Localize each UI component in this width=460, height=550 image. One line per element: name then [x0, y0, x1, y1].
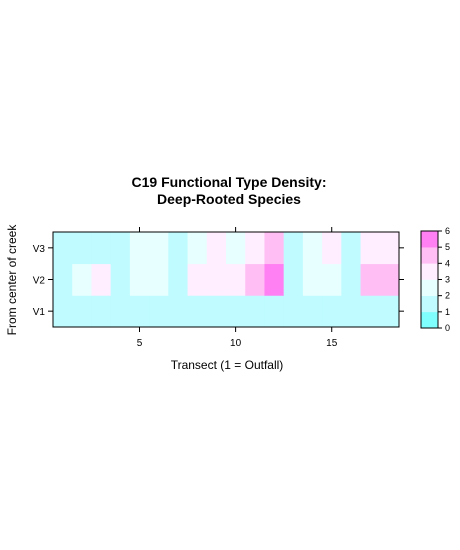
heatmap-cell [341, 232, 361, 265]
heatmap-cell [72, 295, 92, 328]
heatmap-cell [187, 295, 208, 328]
heatmap-cell [226, 232, 246, 265]
heatmap-cell [264, 232, 285, 265]
heatmap-cell [72, 232, 92, 265]
color-key-tick-label: 3 [445, 275, 450, 285]
color-key-tick-label: 1 [445, 307, 450, 317]
y-tick-label: V3 [33, 244, 46, 255]
heatmap-cell [53, 263, 73, 296]
chart-title-line-2: Deep-Rooted Species [157, 191, 301, 207]
heatmap-cell [168, 232, 188, 265]
heatmap-cell [226, 263, 246, 296]
heatmap-cell [322, 263, 342, 296]
color-key-swatch [421, 279, 438, 296]
heatmap-cell [283, 263, 304, 296]
heatmap-cell [379, 232, 400, 265]
chart-title-line-1: C19 Functional Type Density: [132, 174, 327, 190]
heatmap-cell [341, 263, 361, 296]
heatmap-cell [302, 263, 323, 296]
heatmap-cell [322, 295, 342, 328]
y-axis-label: From center of creek [5, 224, 19, 336]
color-key-tick-label: 2 [445, 291, 450, 301]
heatmap-cell [110, 232, 131, 265]
heatmap-cell [53, 295, 73, 328]
heatmap-cell [91, 295, 112, 328]
heatmap-cell [110, 263, 131, 296]
y-axis: V1 V2 V3 [33, 244, 404, 318]
color-key-tick-label: 6 [445, 226, 450, 236]
heatmap-cell [360, 263, 381, 296]
heatmap-cell [302, 232, 323, 265]
color-key-tick-label: 5 [445, 242, 450, 252]
heatmap-cell [245, 263, 265, 296]
heatmap-cell [110, 295, 131, 328]
heatmap-cell [129, 232, 150, 265]
heatmap-cell [129, 295, 150, 328]
heatmap-cell [341, 295, 361, 328]
color-key: 0 1 2 3 4 5 6 [420, 226, 450, 333]
heatmap-cell [302, 295, 323, 328]
heatmap-cell [264, 295, 285, 328]
heatmap-cell [283, 295, 304, 328]
heatmap-cell [187, 263, 208, 296]
heatmap-cell [206, 263, 227, 296]
heatmap-cell [149, 232, 169, 265]
x-axis-label: Transect (1 = Outfall) [171, 358, 284, 372]
heatmap-cell [129, 263, 150, 296]
heatmap-cell [206, 295, 227, 328]
heatmap-cell [91, 263, 112, 296]
heatmap-cell [91, 232, 112, 265]
color-key-tick-label: 4 [445, 258, 450, 268]
heatmap-cell [322, 232, 342, 265]
color-key-tick-label: 0 [445, 323, 450, 333]
heatmap-cell [149, 295, 169, 328]
heatmap-cell [206, 232, 227, 265]
color-key-swatch [421, 231, 438, 248]
heatmap-cell [360, 295, 381, 328]
heatmap-cell [168, 263, 188, 296]
color-key-swatch [421, 263, 438, 280]
heatmap-cell [149, 263, 169, 296]
heatmap-cell [379, 263, 400, 296]
heatmap-cell [264, 263, 285, 296]
color-key-swatch [421, 295, 438, 313]
heatmap-cell [245, 232, 265, 265]
x-tick-label: 10 [230, 338, 242, 349]
heatmap-cell [379, 295, 400, 328]
color-key-swatch [421, 247, 438, 264]
heatmap-cell [245, 295, 265, 328]
heatmap-cell [226, 295, 246, 328]
heatmap-cell [168, 295, 188, 328]
y-tick-label: V1 [33, 307, 46, 318]
heatmap-cell [53, 232, 73, 265]
heatmap-cell [360, 232, 381, 265]
x-axis: 5 10 15 [137, 227, 338, 349]
x-tick-label: 15 [326, 338, 338, 349]
color-key-swatch [421, 311, 438, 329]
heatmap-cell [72, 263, 92, 296]
heatmap-cell [283, 232, 304, 265]
heatmap-cells [53, 232, 400, 328]
y-tick-label: V2 [33, 276, 46, 287]
x-tick-label: 5 [137, 338, 143, 349]
heatmap-cell [187, 232, 208, 265]
